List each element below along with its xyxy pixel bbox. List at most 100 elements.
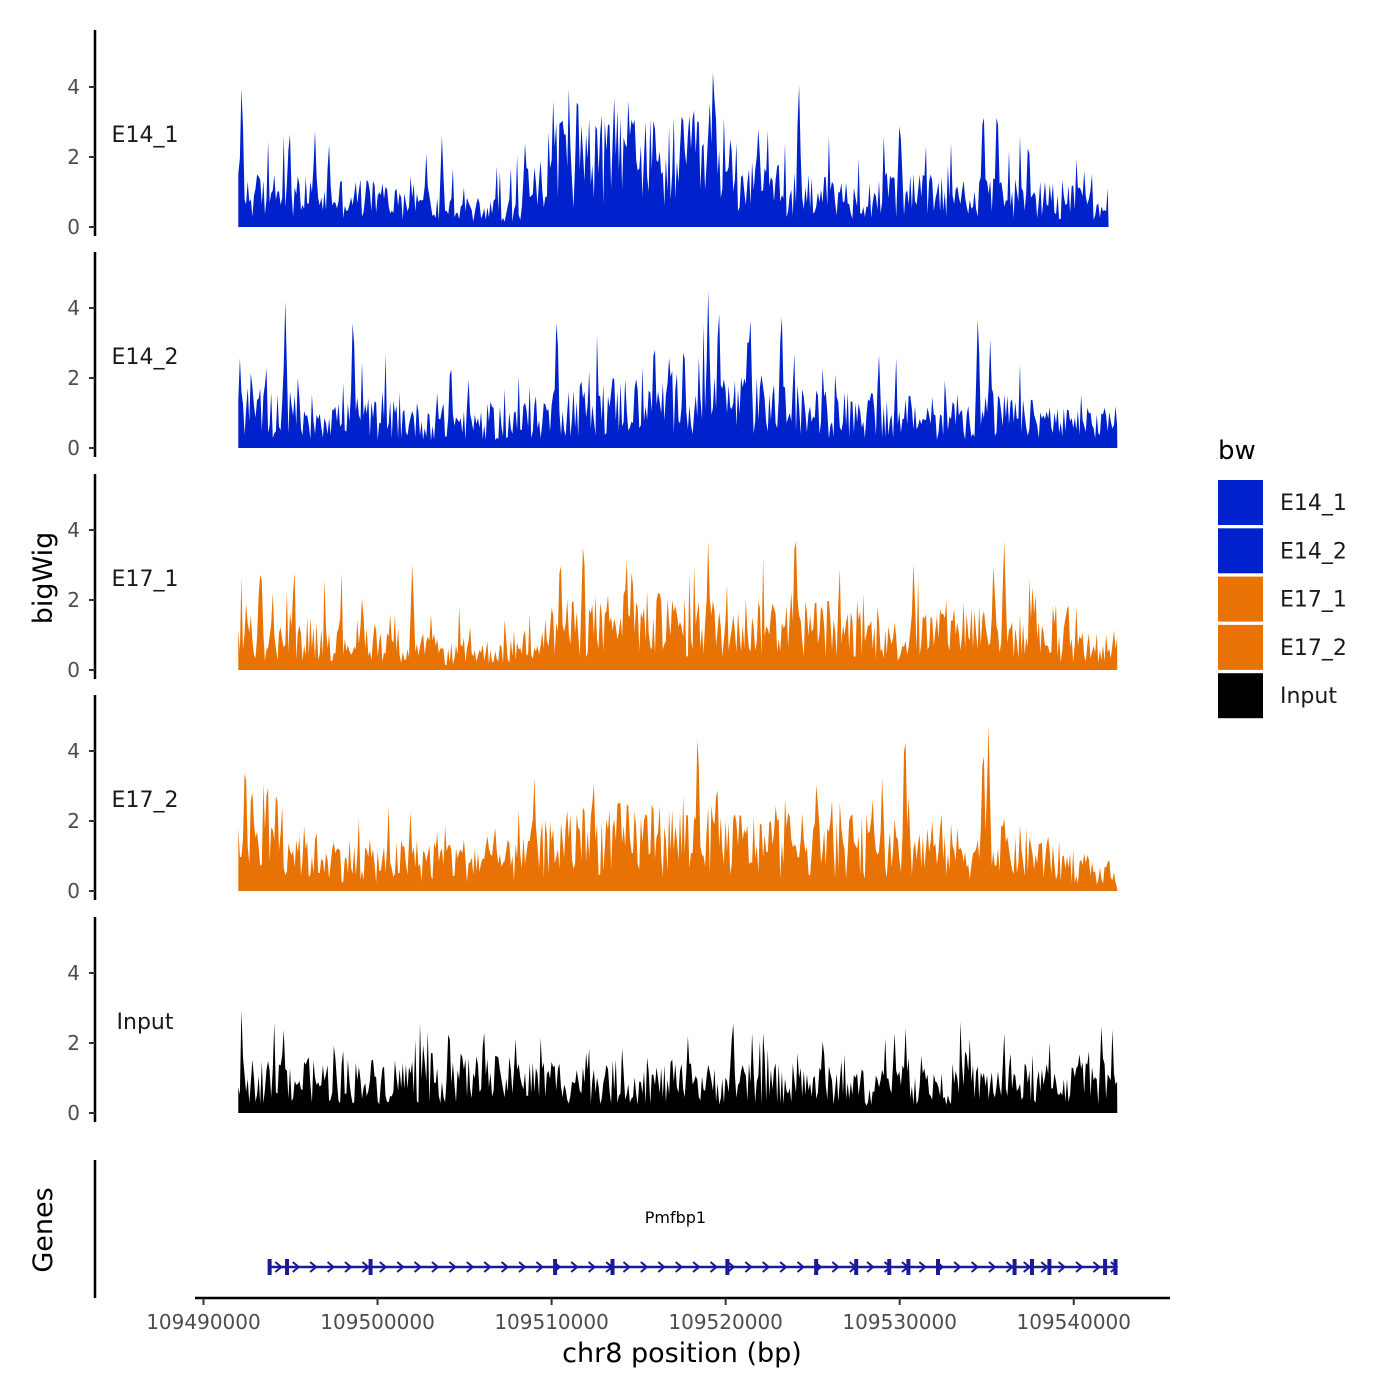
gene-strand-arrow [587, 1261, 597, 1273]
legend-swatch-E17_1 [1218, 576, 1263, 622]
gene-strand-arrow [640, 1261, 649, 1273]
signal-area-E14_1 [238, 72, 1109, 227]
signal-area-Input [238, 1009, 1118, 1113]
legend: bw E14_1 E14_2 E17_1 E17_2 Input [1218, 436, 1347, 719]
gene-exon [906, 1259, 911, 1275]
legend-label-E14_2: E14_2 [1280, 539, 1347, 564]
gene-exon [887, 1259, 892, 1275]
gene-strand-arrow [953, 1261, 962, 1273]
gene-strand-arrow [535, 1261, 544, 1273]
legend-title: bw [1218, 436, 1256, 466]
track-label: E17_2 [112, 788, 179, 813]
gene-exon [1113, 1259, 1118, 1275]
legend-swatch-E14_2 [1218, 528, 1263, 574]
gene-strand-arrow [326, 1261, 336, 1273]
gene-strand-arrow [448, 1261, 457, 1273]
signal-area-E14_2 [238, 290, 1118, 448]
gene-strand-arrow [657, 1261, 666, 1273]
gene-exon [553, 1259, 558, 1275]
gene-strand-arrow [675, 1261, 684, 1273]
gene-strand-arrow [518, 1261, 527, 1273]
x-tick-label: 109490000 [146, 1310, 261, 1334]
gene-exon [1012, 1259, 1017, 1275]
legend-swatch-E14_1 [1218, 480, 1263, 525]
legend-label-E14_1: E14_1 [1280, 491, 1347, 516]
x-tick-label: 109520000 [668, 1310, 783, 1334]
gene-strand-arrow [361, 1261, 370, 1273]
y-tick-label: 0 [67, 1101, 80, 1125]
gene-strand-arrow [1023, 1261, 1032, 1273]
y-tick-label: 0 [67, 658, 80, 682]
gene-exon [935, 1259, 940, 1275]
signal-tracks: 0 2 4 E14_1 0 2 4 E14_2 0 2 4 E17_1 0 2 4 E17_2 0 2 4 Input [67, 30, 1118, 1125]
gene-strand-arrow [292, 1261, 301, 1273]
legend-swatch-E17_2 [1218, 624, 1263, 670]
gene-strand-arrow [500, 1261, 510, 1273]
gene-strand-arrow [396, 1261, 405, 1273]
gene-strand-arrow [344, 1261, 353, 1273]
y-axis-title: bigWig [28, 532, 59, 625]
gene-name-label: Pmfbp1 [645, 1208, 706, 1227]
gene-strand-arrow [483, 1261, 492, 1273]
y-tick-label: 2 [67, 1031, 80, 1055]
gene-strand-arrow [466, 1261, 475, 1273]
track-E17_1: 0 2 4 E17_1 [67, 474, 1118, 682]
gene-strand-arrow [1040, 1261, 1049, 1273]
gene-strand-arrow [413, 1261, 423, 1273]
gene-strand-arrow [831, 1261, 840, 1273]
y-tick-label: 0 [67, 879, 80, 903]
gene-strand-arrow [744, 1261, 753, 1273]
y-tick-label: 4 [67, 961, 80, 985]
gene-strand-arrow [692, 1261, 701, 1273]
y-tick-label: 2 [67, 366, 80, 390]
x-tick-label: 109530000 [842, 1310, 957, 1334]
x-axis: 109490000 109500000 109510000 109520000 1095… [146, 1296, 1170, 1334]
gene-strand-arrow [1092, 1261, 1101, 1273]
gene-panel: Pmfbp1 [93, 1160, 1119, 1298]
gene-strand-arrow [570, 1261, 579, 1273]
gene-exon [285, 1259, 290, 1275]
gene-exon [1047, 1259, 1052, 1275]
legend-label-E17_1: E17_1 [1280, 588, 1347, 613]
gene-strand-arrow [918, 1261, 927, 1273]
gene-exon [1029, 1259, 1034, 1275]
gene-exon [267, 1259, 272, 1275]
gene-strand-arrow [779, 1261, 788, 1273]
gene-exon [854, 1259, 859, 1275]
gene-strand-arrow [988, 1261, 997, 1273]
gene-strand-arrow [622, 1261, 631, 1273]
track-Input: 0 2 4 Input [67, 917, 1118, 1125]
gene-exon [814, 1259, 819, 1275]
track-label: E17_1 [112, 567, 179, 592]
gene-exon [725, 1259, 730, 1275]
signal-area-E17_1 [238, 540, 1118, 670]
legend-label-Input: Input [1280, 684, 1337, 709]
y-tick-label: 4 [67, 75, 80, 99]
x-tick-label: 109540000 [1016, 1310, 1131, 1334]
gene-panel-title: Genes [28, 1187, 59, 1272]
gene-strand-arrow [866, 1261, 875, 1273]
track-E14_1: 0 2 4 E14_1 [67, 30, 1109, 239]
x-axis-title: chr8 position (bp) [562, 1338, 802, 1369]
gene-strand-arrow [970, 1261, 980, 1273]
legend-label-E17_2: E17_2 [1280, 636, 1347, 661]
track-E17_2: 0 2 4 E17_2 [67, 695, 1118, 903]
gene-strand-arrow [379, 1261, 388, 1273]
gene-strand-arrow [709, 1261, 719, 1273]
x-tick-label: 109500000 [320, 1310, 435, 1334]
gene-strand-arrow [762, 1261, 771, 1273]
gene-strand-arrow [1005, 1261, 1014, 1273]
y-tick-label: 0 [67, 215, 80, 239]
gene-strand-arrow [1075, 1261, 1084, 1273]
signal-area-E17_2 [238, 724, 1118, 891]
x-tick-label: 109510000 [494, 1310, 609, 1334]
y-tick-label: 2 [67, 588, 80, 612]
track-E14_2: 0 2 4 E14_2 [67, 252, 1118, 460]
legend-swatch-Input [1218, 673, 1263, 719]
track-label: E14_1 [112, 123, 179, 148]
gene-strand-arrow [431, 1261, 440, 1273]
gene-strand-arrow [727, 1261, 736, 1273]
gene-exon [1103, 1259, 1108, 1275]
